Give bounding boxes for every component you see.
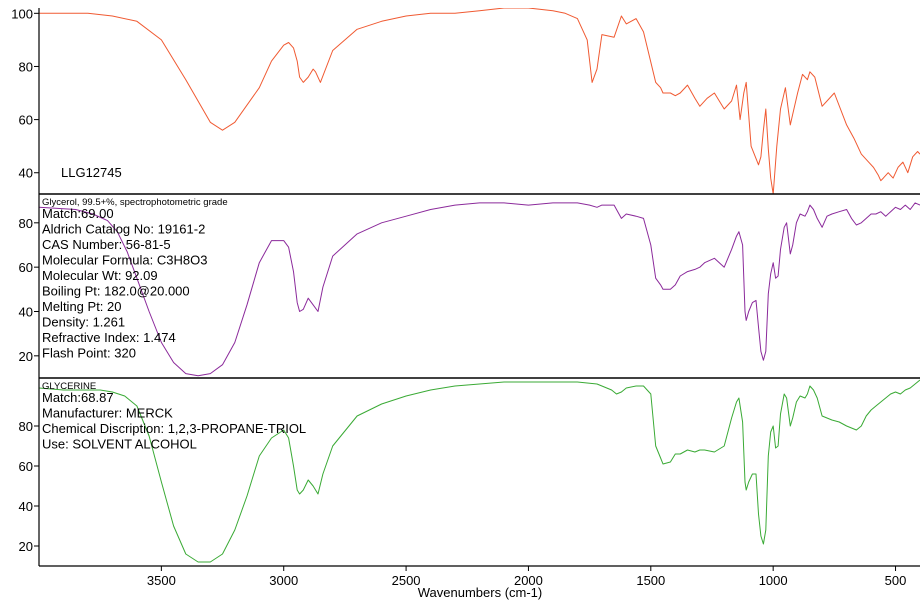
x-tick-label: 1000 xyxy=(759,573,788,588)
y-tick-label-top: 80 xyxy=(19,59,33,74)
x-axis-label: Wavenumbers (cm-1) xyxy=(418,585,542,600)
sample-label-top: LLG12745 xyxy=(61,165,122,180)
y-tick-label-top: 40 xyxy=(19,166,33,181)
x-tick-label: 3000 xyxy=(269,573,298,588)
info-line-bottom: Manufacturer: MERCK xyxy=(42,406,173,421)
info-line-bottom: Chemical Discription: 1,2,3-PROPANE-TRIO… xyxy=(42,421,306,436)
y-tick-label-top: 60 xyxy=(19,113,33,128)
y-tick-label-bottom: 80 xyxy=(19,419,33,434)
x-tick-label: 1500 xyxy=(636,573,665,588)
x-tick-label: 2000 xyxy=(514,573,543,588)
y-tick-label-bottom: 60 xyxy=(19,459,33,474)
info-line-middle: Refractive Index: 1.474 xyxy=(42,330,176,345)
info-line-middle: Molecular Wt: 92.09 xyxy=(42,268,158,283)
y-tick-label-middle: 20 xyxy=(19,349,33,364)
info-line-middle: Density: 1.261 xyxy=(42,315,125,330)
y-tick-label-middle: 60 xyxy=(19,260,33,275)
info-line-bottom: Match:68.87 xyxy=(42,390,114,405)
info-line-middle: CAS Number: 56-81-5 xyxy=(42,237,171,252)
spectrum-line-middle xyxy=(39,202,920,377)
sample-title-middle: Glycerol, 99.5+%, spectrophotometric gra… xyxy=(42,197,228,208)
info-line-middle: Melting Pt: 20 xyxy=(42,299,122,314)
panels-layer: 100 80 60 40 LLG12745 80 60 40 20 Glycerol, 99.5+… xyxy=(11,6,920,566)
y-tick-label-bottom: 40 xyxy=(19,499,33,514)
x-axis: 3500 3000 2500 2000 1500 1000 500 xyxy=(39,565,920,588)
x-tick-label: 3500 xyxy=(147,573,176,588)
info-line-middle: Molecular Formula: C3H8O3 xyxy=(42,253,207,268)
spectrum-line-bottom xyxy=(39,379,920,563)
panel-middle: 80 60 40 20 Glycerol, 99.5+%, spectrophotome… xyxy=(19,197,920,377)
y-tick-label-top: 100 xyxy=(11,6,33,21)
y-tick-label-middle: 40 xyxy=(19,304,33,319)
x-tick-label: 500 xyxy=(885,573,907,588)
info-line-bottom: Use: SOLVENT ALCOHOL xyxy=(42,437,197,452)
info-line-middle: Match:69.00 xyxy=(42,206,114,221)
info-line-middle: Aldrich Catalog No: 19161-2 xyxy=(42,222,205,237)
x-tick-label: 2500 xyxy=(392,573,421,588)
info-line-middle: Flash Point: 320 xyxy=(42,346,136,361)
y-tick-label-bottom: 20 xyxy=(19,539,33,554)
plot-frame xyxy=(38,8,920,566)
panel-top: 100 80 60 40 LLG12745 xyxy=(11,6,920,194)
spectrum-line-top xyxy=(39,8,920,194)
info-line-middle: Boiling Pt: 182.0@20.000 xyxy=(42,284,190,299)
panel-bottom: 80 60 40 20 GLYCERINEMatch:68.87Manufacturer… xyxy=(19,379,920,563)
sample-title-bottom: GLYCERINE xyxy=(42,381,96,392)
y-tick-label-middle: 80 xyxy=(19,216,33,231)
